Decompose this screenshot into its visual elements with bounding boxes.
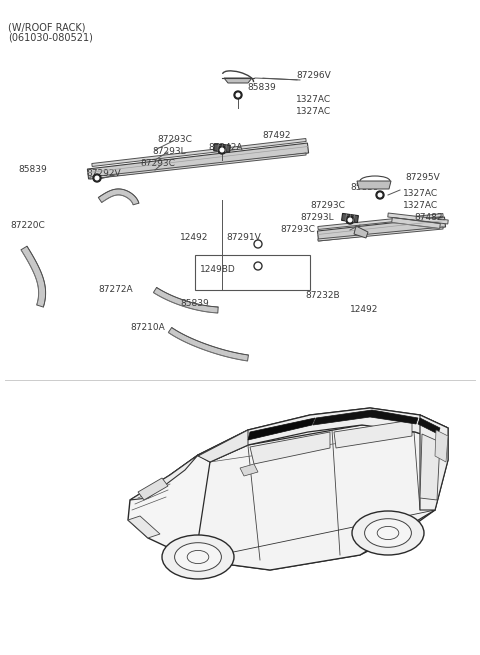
Text: (W/ROOF RACK): (W/ROOF RACK) xyxy=(8,22,85,32)
Polygon shape xyxy=(334,420,412,448)
Text: 87293C: 87293C xyxy=(310,202,345,210)
Text: 1327AC: 1327AC xyxy=(296,96,331,105)
Text: 87242A: 87242A xyxy=(208,143,242,153)
Polygon shape xyxy=(240,464,258,476)
Polygon shape xyxy=(98,189,139,205)
Polygon shape xyxy=(224,78,252,83)
Text: 1327AC: 1327AC xyxy=(296,107,331,117)
Circle shape xyxy=(346,216,354,224)
Ellipse shape xyxy=(187,550,209,563)
Polygon shape xyxy=(128,516,160,538)
Polygon shape xyxy=(342,214,359,223)
Polygon shape xyxy=(195,425,440,570)
Polygon shape xyxy=(214,144,230,152)
Text: 87293L: 87293L xyxy=(152,147,186,157)
Ellipse shape xyxy=(175,543,221,571)
Polygon shape xyxy=(138,478,168,500)
Circle shape xyxy=(378,193,382,196)
Polygon shape xyxy=(248,418,315,440)
Polygon shape xyxy=(435,430,448,462)
Text: 87232B: 87232B xyxy=(305,291,340,301)
Ellipse shape xyxy=(352,511,424,555)
Text: 87272A: 87272A xyxy=(98,286,132,295)
Text: 87293L: 87293L xyxy=(300,214,334,223)
Text: 87293C: 87293C xyxy=(140,160,175,168)
Polygon shape xyxy=(420,434,440,500)
Text: 85839: 85839 xyxy=(180,299,209,309)
Ellipse shape xyxy=(365,519,411,548)
Text: 12492: 12492 xyxy=(350,305,378,314)
Polygon shape xyxy=(21,246,46,307)
Polygon shape xyxy=(392,217,440,229)
Ellipse shape xyxy=(377,527,399,540)
Polygon shape xyxy=(154,288,218,313)
Text: 87296V: 87296V xyxy=(296,71,331,79)
Polygon shape xyxy=(313,410,418,425)
Polygon shape xyxy=(130,455,198,500)
Ellipse shape xyxy=(162,535,234,579)
Polygon shape xyxy=(198,408,448,462)
Text: 87220C: 87220C xyxy=(10,221,45,229)
Circle shape xyxy=(220,148,224,152)
Text: 87292V: 87292V xyxy=(86,170,120,179)
Polygon shape xyxy=(318,227,443,241)
Text: 1327AC: 1327AC xyxy=(403,202,438,210)
Circle shape xyxy=(376,191,384,199)
Circle shape xyxy=(218,146,226,154)
Polygon shape xyxy=(354,226,368,238)
Text: (061030-080521): (061030-080521) xyxy=(8,33,93,43)
Text: 1249BD: 1249BD xyxy=(200,265,236,274)
Polygon shape xyxy=(168,328,249,361)
Text: 87291V: 87291V xyxy=(226,233,261,242)
Bar xyxy=(195,255,310,290)
Text: 87293C: 87293C xyxy=(280,225,315,234)
Text: 85839: 85839 xyxy=(18,166,47,174)
Text: 85839: 85839 xyxy=(350,183,379,193)
Polygon shape xyxy=(90,153,306,179)
Text: 1327AC: 1327AC xyxy=(403,189,438,198)
Polygon shape xyxy=(87,143,309,179)
Polygon shape xyxy=(318,214,443,229)
Circle shape xyxy=(234,91,242,99)
Polygon shape xyxy=(420,415,448,510)
Polygon shape xyxy=(317,217,445,241)
Text: 12492: 12492 xyxy=(180,233,208,242)
Text: 87482: 87482 xyxy=(414,214,443,223)
Circle shape xyxy=(95,176,99,180)
Circle shape xyxy=(348,218,352,222)
Circle shape xyxy=(236,93,240,97)
Polygon shape xyxy=(388,213,448,224)
Polygon shape xyxy=(92,138,306,166)
Polygon shape xyxy=(250,432,330,464)
Text: 85839: 85839 xyxy=(247,83,276,92)
Polygon shape xyxy=(357,181,391,189)
Text: 87295V: 87295V xyxy=(405,174,440,183)
Polygon shape xyxy=(418,418,440,434)
Polygon shape xyxy=(128,408,448,570)
Text: 87492: 87492 xyxy=(262,130,290,140)
Polygon shape xyxy=(198,430,248,462)
Text: 87210A: 87210A xyxy=(130,324,165,333)
Circle shape xyxy=(93,174,101,182)
Text: 87293C: 87293C xyxy=(157,136,192,145)
